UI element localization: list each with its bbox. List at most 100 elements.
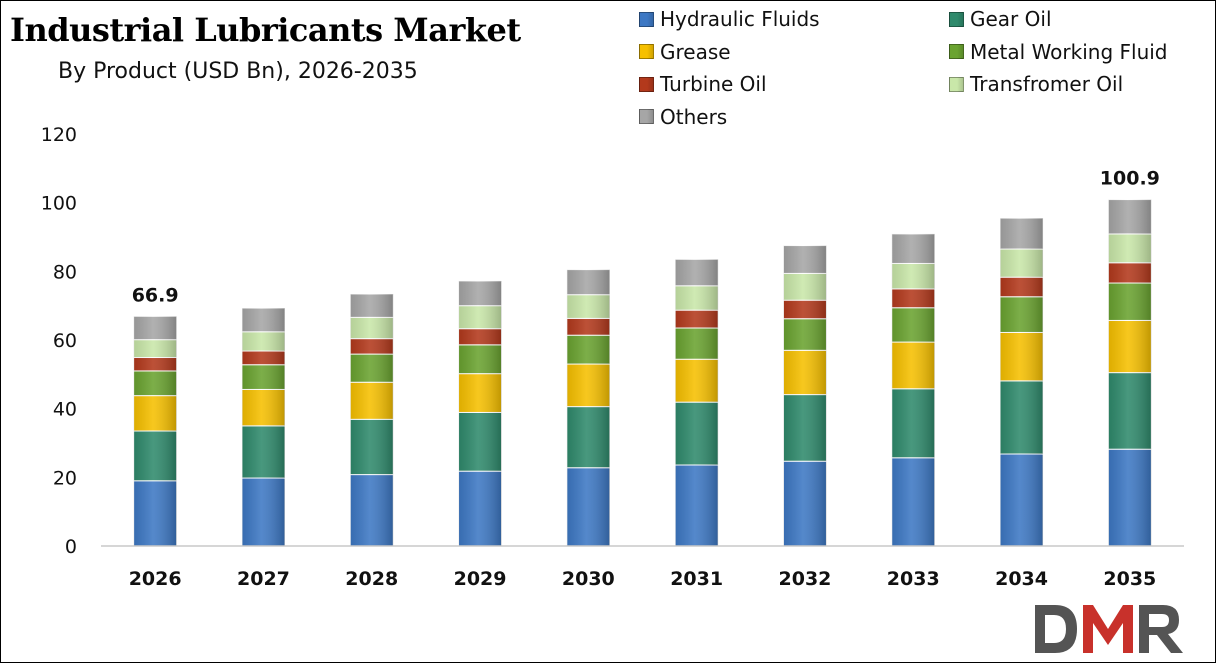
data-label: 100.9 xyxy=(1100,168,1160,190)
bar-stack-2031 xyxy=(674,258,719,547)
bar-segment-grease-2034 xyxy=(999,331,1044,382)
bar-segment-others-2034 xyxy=(999,217,1044,250)
x-tick-label: 2026 xyxy=(129,568,182,590)
bar-segment-others-2031 xyxy=(674,258,719,287)
bar-segment-transfromer-oil-2030 xyxy=(566,294,611,319)
data-labels: 66.9 100.9 xyxy=(132,168,1160,307)
bar-segment-transfromer-oil-2032 xyxy=(782,272,827,301)
legend-item: Metal Working Fluid xyxy=(949,40,1168,64)
bar-segment-metal-working-fluid-2033 xyxy=(891,307,936,343)
legend-label: Turbine Oil xyxy=(660,72,767,96)
bar-segment-others-2028 xyxy=(349,293,394,318)
bar-stack-2029 xyxy=(458,280,503,547)
bar-segment-hydraulic-fluids-2031 xyxy=(674,464,719,547)
bar-segment-metal-working-fluid-2034 xyxy=(999,296,1044,333)
bar-segment-transfromer-oil-2028 xyxy=(349,316,394,340)
bar-segment-gear-oil-2032 xyxy=(782,394,827,462)
data-label: 66.9 xyxy=(132,284,179,306)
y-tick-label: 100 xyxy=(41,193,77,215)
y-tick-label: 80 xyxy=(53,261,77,283)
x-tick-label: 2034 xyxy=(995,568,1048,590)
bar-segment-others-2035 xyxy=(1107,199,1152,235)
x-tick-label: 2033 xyxy=(887,568,940,590)
bar-segment-transfromer-oil-2034 xyxy=(999,248,1044,278)
bar-segment-turbine-oil-2030 xyxy=(566,317,611,336)
bar-segment-turbine-oil-2033 xyxy=(891,288,936,309)
bar-segment-metal-working-fluid-2031 xyxy=(674,327,719,360)
legend-item: Hydraulic Fluids xyxy=(639,7,820,31)
legend-swatch xyxy=(639,44,654,59)
y-tick-label: 120 xyxy=(41,124,77,146)
bar-stack-2033 xyxy=(891,233,936,547)
legend-label: Transfromer Oil xyxy=(970,72,1124,96)
bar-segment-transfromer-oil-2033 xyxy=(891,262,936,290)
bar-segment-metal-working-fluid-2026 xyxy=(133,370,178,397)
legend: Hydraulic Fluids Gear Oil Grease Metal Work… xyxy=(639,7,1199,135)
bar-segment-hydraulic-fluids-2029 xyxy=(458,470,503,547)
bar-segment-gear-oil-2034 xyxy=(999,380,1044,455)
bar-segment-grease-2027 xyxy=(241,388,286,427)
bar-segment-others-2033 xyxy=(891,233,936,264)
bar-segment-turbine-oil-2034 xyxy=(999,276,1044,298)
bar-segment-hydraulic-fluids-2030 xyxy=(566,467,611,547)
bar-segment-hydraulic-fluids-2033 xyxy=(891,457,936,547)
bar-segment-turbine-oil-2026 xyxy=(133,357,178,372)
chart-subtitle: By Product (USD Bn), 2026-2035 xyxy=(58,59,418,84)
legend-item: Others xyxy=(639,105,727,129)
bar-segment-hydraulic-fluids-2035 xyxy=(1107,448,1152,547)
bar-stack-2030 xyxy=(566,269,611,547)
bar-stack-2032 xyxy=(782,245,827,547)
y-tick-label: 0 xyxy=(65,536,77,558)
chart-title: Industrial Lubricants Market xyxy=(10,11,521,49)
legend-swatch xyxy=(639,109,654,124)
bar-segment-gear-oil-2031 xyxy=(674,401,719,466)
dmr-logo xyxy=(1035,605,1183,653)
x-tick-label: 2029 xyxy=(454,568,507,590)
legend-item: Turbine Oil xyxy=(639,72,767,96)
legend-swatch xyxy=(949,11,964,27)
legend-label: Others xyxy=(660,104,728,129)
bar-segment-metal-working-fluid-2032 xyxy=(782,318,827,351)
bar-stack-2028 xyxy=(349,293,394,547)
bar-segment-metal-working-fluid-2028 xyxy=(349,353,394,383)
legend-swatch xyxy=(949,44,964,59)
bar-segment-grease-2031 xyxy=(674,358,719,403)
bar-segment-grease-2032 xyxy=(782,349,827,396)
y-axis: 0 20 40 60 80 100 120 xyxy=(41,124,77,558)
legend-label: Metal Working Fluid xyxy=(970,39,1168,64)
bar-segment-hydraulic-fluids-2034 xyxy=(999,453,1044,547)
bar-segment-others-2030 xyxy=(566,269,611,296)
x-tick-label: 2028 xyxy=(345,568,398,590)
bar-stack-2027 xyxy=(241,307,286,547)
bar-segment-grease-2026 xyxy=(133,395,178,432)
bar-segment-metal-working-fluid-2035 xyxy=(1107,282,1152,321)
bar-segment-turbine-oil-2027 xyxy=(241,350,286,366)
bar-segment-metal-working-fluid-2030 xyxy=(566,334,611,365)
logo-letter-r xyxy=(1139,605,1183,653)
bar-segment-gear-oil-2029 xyxy=(458,411,503,472)
bar-segment-others-2032 xyxy=(782,245,827,274)
bar-stack-2035 xyxy=(1107,199,1152,547)
bar-segment-gear-oil-2026 xyxy=(133,430,178,482)
bar-segment-others-2027 xyxy=(241,307,286,333)
bar-segment-gear-oil-2027 xyxy=(241,425,286,479)
bar-segment-grease-2029 xyxy=(458,373,503,413)
x-tick-label: 2027 xyxy=(237,568,290,590)
legend-item: Gear Oil xyxy=(949,7,1052,31)
bar-segment-metal-working-fluid-2029 xyxy=(458,344,503,375)
logo-letter-d xyxy=(1035,605,1077,653)
bar-stack-2026 xyxy=(133,315,178,547)
legend-swatch xyxy=(639,76,654,92)
bar-segment-grease-2028 xyxy=(349,381,394,420)
bar-segment-turbine-oil-2031 xyxy=(674,309,719,329)
y-tick-label: 40 xyxy=(53,399,77,421)
bar-segment-gear-oil-2030 xyxy=(566,406,611,469)
bar-segment-others-2026 xyxy=(133,315,178,341)
legend-label: Gear Oil xyxy=(970,7,1052,31)
legend-item: Grease xyxy=(639,40,731,64)
bar-segment-turbine-oil-2029 xyxy=(458,328,503,346)
bar-segment-gear-oil-2028 xyxy=(349,418,394,476)
bar-segment-turbine-oil-2035 xyxy=(1107,262,1152,284)
bar-segment-grease-2035 xyxy=(1107,319,1152,374)
